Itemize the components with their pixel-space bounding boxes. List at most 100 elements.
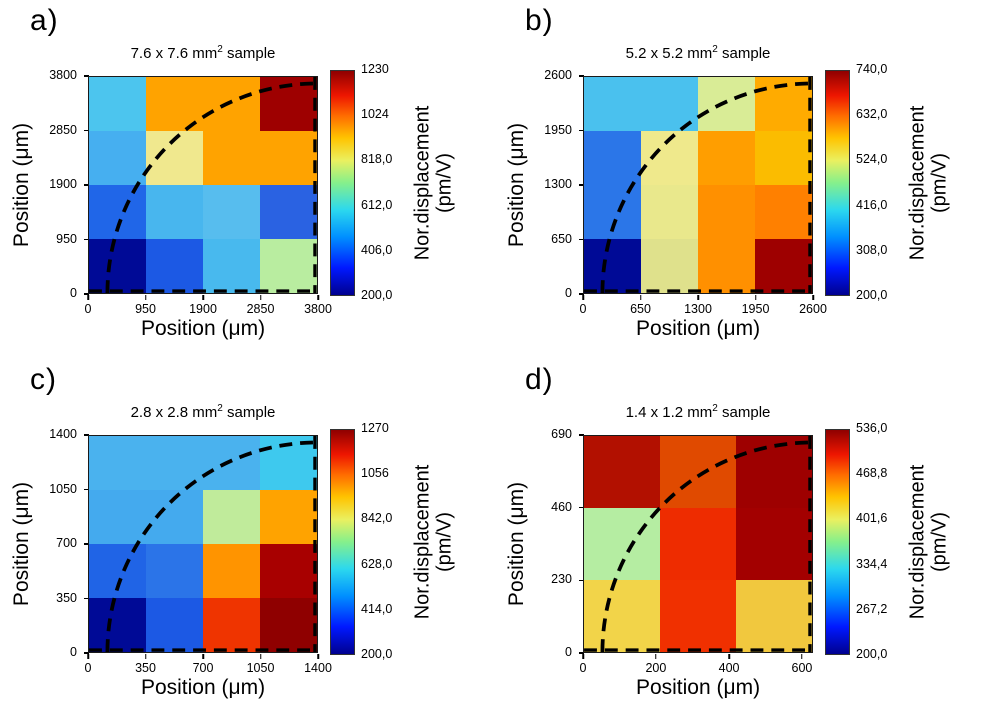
panel-letter: d) [525,363,554,396]
heatmap-cell [89,436,146,490]
colorbar-tick-label: 740,0 [856,62,888,76]
heatmap-cell [584,580,660,652]
heatmap-cell [660,508,736,580]
y-tick-mark [84,597,89,600]
heatmap-cell [89,490,146,544]
colorbar-label-line1: Nor.displacement [411,464,434,620]
y-tick-mark [84,129,89,132]
colorbar-tick-label: 612,0 [361,197,393,212]
y-axis-label: Position (μm) [505,122,528,248]
y-tick-label: 3800 [49,68,77,82]
x-tick-label: 1900 [189,302,217,316]
colorbar [825,429,850,655]
plot-title-suffix: sample [717,404,771,421]
colorbar-label-line2: (pm/V) [928,512,950,572]
x-tick-mark [655,654,657,659]
colorbar-tick-label: 842,0 [361,511,393,526]
colorbar-tick-label: 1230 [361,62,389,76]
y-tick-mark [84,293,89,295]
heatmap-cell [698,77,755,131]
heatmap-cell [584,239,641,293]
y-tick-mark [84,543,89,545]
x-axis-label: Position (μm) [140,676,266,699]
x-tick-label: 0 [84,661,92,675]
panel-letter: c) [30,363,57,396]
x-tick-label: 600 [791,661,813,675]
x-tick-label: 0 [84,302,92,316]
y-tick-mark [84,238,89,241]
colorbar-tick-label: 414,0 [361,601,393,616]
heatmap-cell [203,131,260,185]
y-tick-mark [84,652,89,654]
colorbar-label-line2: (pm/V) [928,153,950,213]
heatmap-cell [203,544,260,598]
y-tick-mark [84,75,89,77]
y-tick-label: 0 [565,286,572,300]
plot-title-text: 7.6 x 7.6 mm [130,45,218,62]
heatmap-plot [583,76,813,294]
y-tick-label: 0 [70,286,77,300]
heatmap-cell [146,544,203,598]
y-tick-mark [84,434,89,436]
y-tick-labels: 0 950 1900 2850 3800 [38,68,89,300]
y-tick-label: 350 [56,590,77,605]
x-tick-mark [259,654,262,659]
plot-title: 2.8 x 2.8 mm2 sample [88,403,318,421]
sample-edge-arc [105,440,317,653]
y-tick-mark [579,129,584,132]
heatmap-cell [260,598,317,652]
colorbar-label: Nor.displacement (pm/V) [411,105,455,261]
x-tick-label: 650 [630,302,651,316]
y-tick-label: 0 [565,645,572,659]
heatmap-cell [755,131,812,185]
x-tick-labels: 0 950 1900 2850 3800 [84,295,332,317]
x-tick-labels: 0 350 700 1050 1400 [84,654,332,676]
plot-title-suffix: sample [222,404,276,421]
colorbar-tick-label: 401,6 [856,511,888,526]
heatmap-grid [584,436,812,652]
y-tick-label: 1400 [49,427,77,441]
panel-letter: a) [30,4,59,37]
panel-letter: b) [525,4,554,37]
colorbar-label-line2: (pm/V) [433,153,455,213]
y-tick-label: 2600 [544,68,572,82]
y-tick-label: 1900 [49,177,77,191]
colorbar-tick-label: 468,8 [856,466,888,481]
colorbar [330,70,355,296]
plot-title-superscript: 2 [712,403,718,414]
y-tick-mark [579,434,584,436]
plot-title-superscript: 2 [217,403,223,414]
heatmap-plot [583,435,813,653]
heatmap-cell [203,598,260,652]
colorbar-tick-label: 416,0 [856,197,888,212]
plot-title-suffix: sample [222,45,276,62]
y-tick-label: 0 [70,645,77,659]
x-axis-label: Position (μm) [635,676,761,699]
heatmap-cell [755,239,812,293]
colorbar-tick-label: 200,0 [856,647,888,661]
y-tick-label: 1950 [544,122,572,137]
x-tick-label: 1300 [684,302,712,316]
x-tick-label: 1400 [304,661,332,675]
heatmap-cell [584,131,641,185]
colorbar-tick-label: 1024 [361,107,389,122]
heatmap-cell [736,508,812,580]
x-tick-label: 200 [645,661,667,675]
colorbar-label: Nor.displacement (pm/V) [906,106,950,261]
heatmap-cell [146,185,203,239]
plot-title-text: 1.4 x 1.2 mm [625,404,713,421]
plot-title: 5.2 x 5.2 mm2 sample [583,44,813,62]
x-tick-mark [317,295,319,300]
heatmap-grid [584,77,812,293]
colorbar-tick-label: 200,0 [856,288,888,302]
colorbar-tick-label: 1270 [361,421,389,435]
x-tick-label: 1950 [741,302,770,316]
heatmap-plot [88,76,318,294]
heatmap-cell [736,436,812,508]
x-tick-mark [202,654,204,659]
heatmap-cell [755,185,812,239]
colorbar [330,429,355,655]
heatmap-cell [89,239,146,293]
colorbar-label-line1: Nor.displacement [411,105,434,261]
heatmap-cell [698,185,755,239]
